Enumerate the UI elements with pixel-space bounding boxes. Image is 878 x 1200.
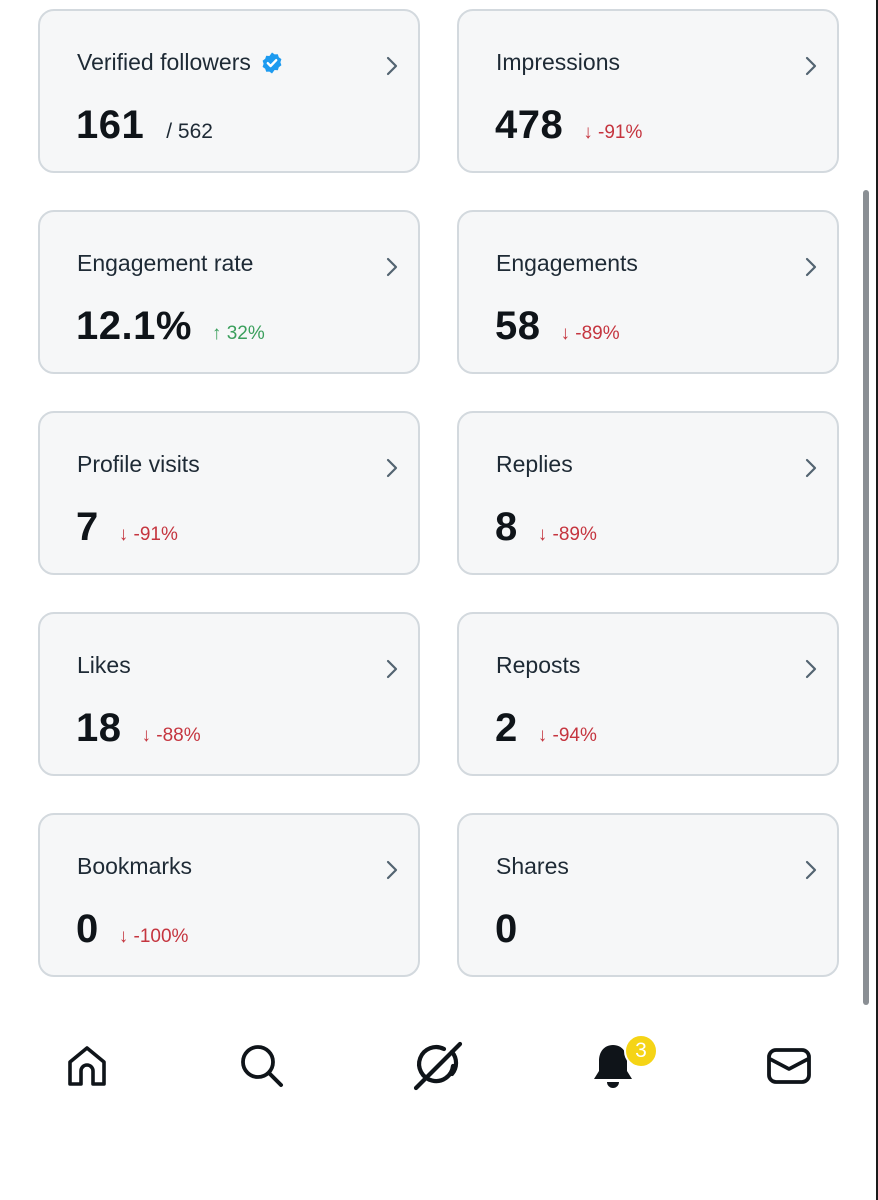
card-replies[interactable]: Replies 8 ↓ -89% [457,411,839,575]
chevron-right-icon [386,860,398,880]
card-title: Replies [496,451,573,478]
card-title-label: Reposts [496,652,581,678]
metric-change: ↓ -91% [583,122,643,143]
chevron-right-icon [386,659,398,679]
metric-value: 2 [495,706,518,750]
metric-value: 8 [495,505,518,549]
value-row: 58 ↓ -89% [495,304,620,349]
card-title-label: Profile visits [77,451,200,477]
card-title-label: Verified followers [77,49,251,75]
mail-icon [767,1048,811,1084]
chevron-right-icon [805,860,817,880]
card-title: Shares [496,853,569,880]
card-title-label: Likes [77,652,131,678]
chevron-right-icon [805,659,817,679]
nav-messages[interactable] [761,1038,817,1094]
home-icon [68,1046,106,1086]
metric-change: ↓ -89% [560,323,620,344]
value-row: 161 / 562 [76,103,213,148]
chevron-right-icon [805,458,817,478]
card-engagement-rate[interactable]: Engagement rate 12.1% ↑ 32% [38,210,420,374]
value-row: 7 ↓ -91% [76,505,178,550]
metric-value: 12.1% [76,304,192,348]
metric-change: ↓ -91% [118,524,178,545]
notifications-badge: 3 [624,1034,658,1068]
card-title: Reposts [496,652,580,679]
metric-change: ↓ -100% [118,926,189,947]
metric-value: 161 [76,103,145,147]
card-shares[interactable]: Shares 0 [457,813,839,977]
metric-value: 478 [495,103,564,147]
nav-home[interactable] [59,1038,115,1094]
search-icon [241,1045,283,1087]
nav-search[interactable] [234,1038,290,1094]
card-likes[interactable]: Likes 18 ↓ -88% [38,612,420,776]
nav-grok[interactable] [410,1038,466,1094]
scrollbar[interactable] [863,190,869,1005]
metric-value: 0 [495,907,518,951]
verified-badge-icon [262,52,282,73]
card-title: Profile visits [77,451,200,478]
card-bookmarks[interactable]: Bookmarks 0 ↓ -100% [38,813,420,977]
card-title: Engagements [496,250,638,277]
card-title: Verified followers [77,49,284,76]
value-row: 478 ↓ -91% [495,103,642,148]
chevron-right-icon [386,257,398,277]
card-profile-visits[interactable]: Profile visits 7 ↓ -91% [38,411,420,575]
card-title: Likes [77,652,131,679]
metric-value: 7 [76,505,99,549]
chevron-right-icon [386,458,398,478]
value-row: 0 ↓ -100% [76,907,188,952]
metric-total: / 562 [166,120,213,143]
value-row: 0 [495,907,518,952]
card-title: Bookmarks [77,853,192,880]
metric-value: 0 [76,907,99,951]
grok-icon [413,1041,463,1091]
metric-change: ↓ -94% [537,725,597,746]
nav-notifications[interactable] [585,1038,641,1094]
metric-change: ↑ 32% [211,323,265,344]
card-title-label: Shares [496,853,569,879]
card-engagements[interactable]: Engagements 58 ↓ -89% [457,210,839,374]
metric-change: ↓ -89% [537,524,597,545]
card-reposts[interactable]: Reposts 2 ↓ -94% [457,612,839,776]
bottom-nav: 3 [0,1030,876,1110]
card-verified-followers[interactable]: Verified followers 161 / 562 [38,9,420,173]
bell-icon [594,1045,632,1088]
value-row: 8 ↓ -89% [495,505,597,550]
card-title-label: Engagements [496,250,638,276]
metric-change: ↓ -88% [141,725,201,746]
card-title-label: Replies [496,451,573,477]
chevron-right-icon [805,56,817,76]
card-title-label: Engagement rate [77,250,254,276]
value-row: 18 ↓ -88% [76,706,201,751]
card-title: Impressions [496,49,620,76]
value-row: 12.1% ↑ 32% [76,304,265,349]
metrics-grid: Verified followers 161 / 562 Impressions [38,9,839,977]
metric-value: 18 [76,706,122,750]
card-title-label: Impressions [496,49,620,75]
chevron-right-icon [386,56,398,76]
value-row: 2 ↓ -94% [495,706,597,751]
metric-value: 58 [495,304,541,348]
card-title-label: Bookmarks [77,853,193,879]
chevron-right-icon [805,257,817,277]
card-title: Engagement rate [77,250,253,277]
card-impressions[interactable]: Impressions 478 ↓ -91% [457,9,839,173]
